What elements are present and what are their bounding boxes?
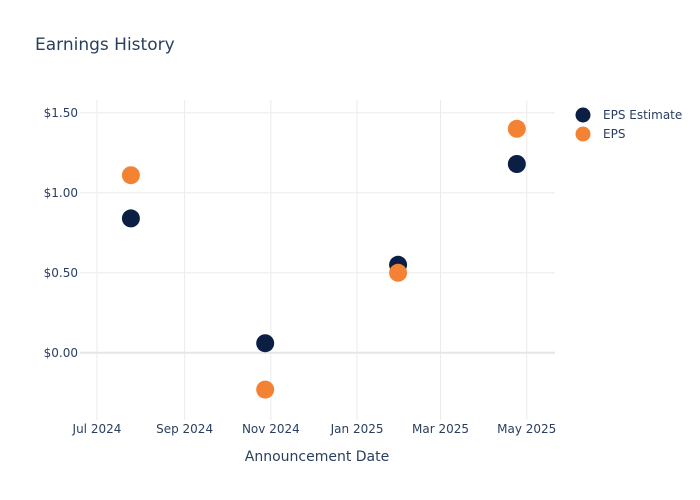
y-tick-label: $0.00 (44, 346, 78, 360)
eps-point (256, 380, 275, 399)
eps-legend-label: EPS (603, 127, 625, 141)
y-tick-label: $1.50 (44, 106, 78, 120)
eps-estimate-legend-marker (575, 107, 591, 123)
eps-estimate-point (121, 209, 140, 228)
x-axis-title: Announcement Date (245, 449, 389, 465)
grid (80, 100, 555, 420)
y-tick-label: $0.50 (44, 266, 78, 280)
legend: EPS Estimate EPS (575, 107, 682, 142)
y-tick-label: $1.00 (44, 186, 78, 200)
axis-ticks: Jul 2024 Sep 2024 Nov 2024 Jan 2025 Mar 2025… (44, 106, 557, 436)
eps-point (389, 263, 408, 282)
eps-estimate-point (507, 155, 526, 173)
x-tick-label: Sep 2024 (156, 422, 213, 436)
eps-estimate-legend-label: EPS Estimate (603, 108, 682, 122)
eps-legend-marker (575, 126, 591, 142)
eps-estimate-point (256, 334, 275, 353)
x-tick-label: Mar 2025 (412, 422, 469, 436)
x-tick-label: Jan 2025 (330, 422, 384, 436)
eps-point (507, 119, 526, 138)
data-points (121, 119, 526, 399)
x-tick-label: Nov 2024 (242, 422, 300, 436)
chart-title: Earnings History (35, 35, 175, 55)
eps-point (121, 166, 140, 185)
x-tick-label: May 2025 (497, 422, 556, 436)
x-tick-label: Jul 2024 (72, 422, 122, 436)
